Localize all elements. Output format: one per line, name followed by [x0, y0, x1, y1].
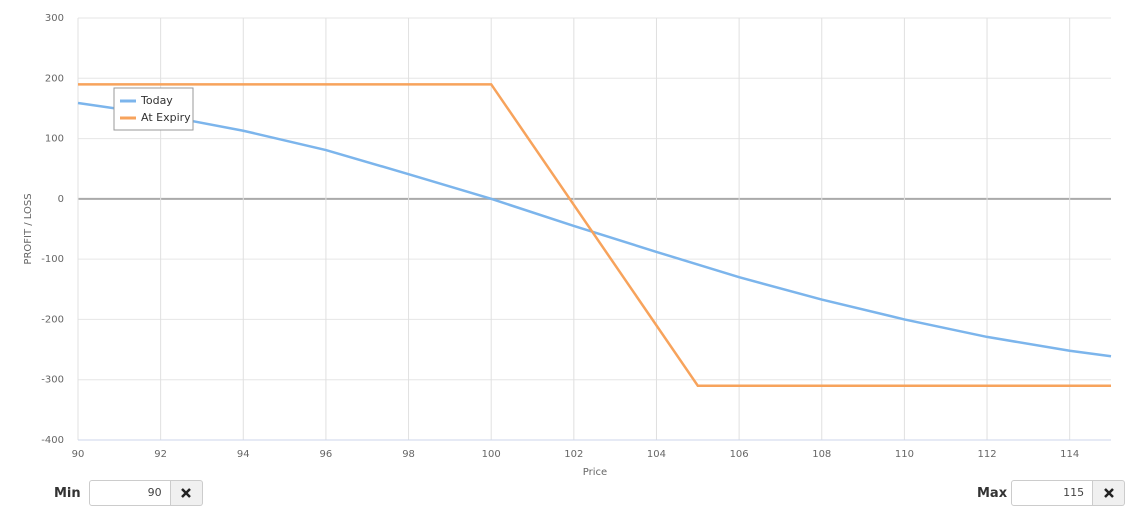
min-control: Min 90: [54, 479, 203, 507]
min-label: Min: [54, 485, 81, 501]
y-axis-label: PROFIT / LOSS: [23, 193, 34, 264]
series-line: [78, 83, 1111, 387]
y-tick-label: -100: [41, 254, 64, 265]
x-tick-label: 92: [154, 449, 167, 460]
y-tick-label: 300: [45, 13, 64, 24]
y-tick-label: 0: [58, 194, 64, 205]
x-tick-label: 100: [482, 449, 501, 460]
clear-icon: [1103, 488, 1114, 498]
legend: Today At Expiry: [113, 87, 194, 131]
max-label: Max: [977, 485, 1008, 501]
y-tick-label: 200: [45, 73, 64, 84]
x-tick-label: 98: [402, 449, 415, 460]
x-axis-label: Price: [583, 467, 607, 475]
chart: Price PROFIT / LOSS -400 -300 -200 -100 0 100…: [23, 13, 1112, 475]
x-tick-label: 94: [237, 449, 250, 460]
x-tick-label: 104: [647, 449, 666, 460]
y-tick-label: 100: [45, 134, 64, 145]
x-tick-label: 112: [977, 449, 996, 460]
clear-icon: [181, 488, 192, 498]
x-tick-label: 96: [320, 449, 333, 460]
min-clear-button[interactable]: [170, 480, 203, 506]
x-tick-label: 102: [564, 449, 583, 460]
x-tick-label: 90: [72, 449, 85, 460]
y-tick-label: -400: [41, 435, 64, 446]
legend-box: [113, 87, 194, 131]
max-input[interactable]: 115: [1011, 480, 1094, 506]
max-control: Max 115: [977, 479, 1126, 507]
max-clear-button[interactable]: [1093, 480, 1126, 506]
series-line: [77, 101, 1112, 358]
x-tick-label: 108: [812, 449, 831, 460]
legend-label: At Expiry: [141, 111, 191, 124]
min-input[interactable]: 90: [88, 480, 171, 506]
x-tick-label: 106: [730, 449, 749, 460]
x-tick-label: 114: [1060, 449, 1079, 460]
legend-label: Today: [140, 94, 173, 107]
x-tick-label: 110: [895, 449, 914, 460]
y-tick-label: -200: [41, 314, 64, 325]
y-tick-label: -300: [41, 375, 64, 386]
